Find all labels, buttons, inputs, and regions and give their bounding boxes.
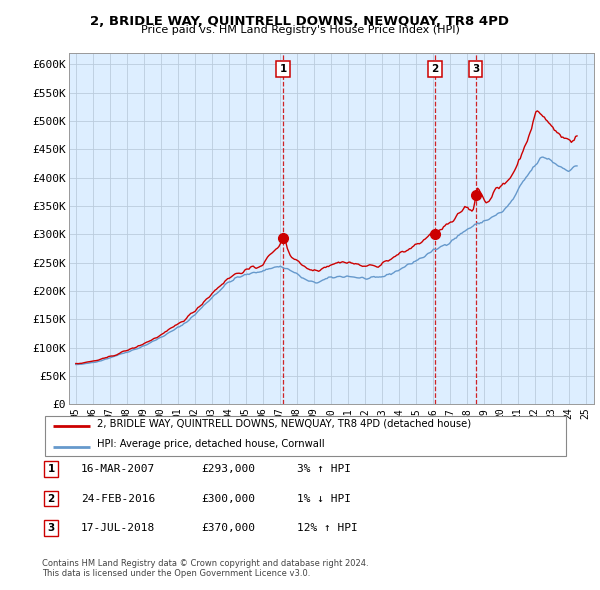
Text: 17-JUL-2018: 17-JUL-2018 (81, 523, 155, 533)
Text: 2: 2 (47, 494, 55, 503)
Text: Price paid vs. HM Land Registry's House Price Index (HPI): Price paid vs. HM Land Registry's House … (140, 25, 460, 35)
Text: £293,000: £293,000 (201, 464, 255, 474)
Text: 2: 2 (431, 64, 439, 74)
Text: HPI: Average price, detached house, Cornwall: HPI: Average price, detached house, Corn… (97, 439, 325, 449)
Text: 12% ↑ HPI: 12% ↑ HPI (297, 523, 358, 533)
Text: 2, BRIDLE WAY, QUINTRELL DOWNS, NEWQUAY, TR8 4PD (detached house): 2, BRIDLE WAY, QUINTRELL DOWNS, NEWQUAY,… (97, 418, 472, 428)
Text: 3% ↑ HPI: 3% ↑ HPI (297, 464, 351, 474)
Text: 1% ↓ HPI: 1% ↓ HPI (297, 494, 351, 503)
Text: £370,000: £370,000 (201, 523, 255, 533)
Text: 3: 3 (47, 523, 55, 533)
Text: 16-MAR-2007: 16-MAR-2007 (81, 464, 155, 474)
Text: Contains HM Land Registry data © Crown copyright and database right 2024.: Contains HM Land Registry data © Crown c… (42, 559, 368, 568)
Text: 24-FEB-2016: 24-FEB-2016 (81, 494, 155, 503)
Text: £300,000: £300,000 (201, 494, 255, 503)
Text: 1: 1 (280, 64, 287, 74)
Text: 1: 1 (47, 464, 55, 474)
Text: This data is licensed under the Open Government Licence v3.0.: This data is licensed under the Open Gov… (42, 569, 310, 578)
Text: 2, BRIDLE WAY, QUINTRELL DOWNS, NEWQUAY, TR8 4PD: 2, BRIDLE WAY, QUINTRELL DOWNS, NEWQUAY,… (91, 15, 509, 28)
FancyBboxPatch shape (44, 417, 566, 455)
Text: 3: 3 (472, 64, 479, 74)
